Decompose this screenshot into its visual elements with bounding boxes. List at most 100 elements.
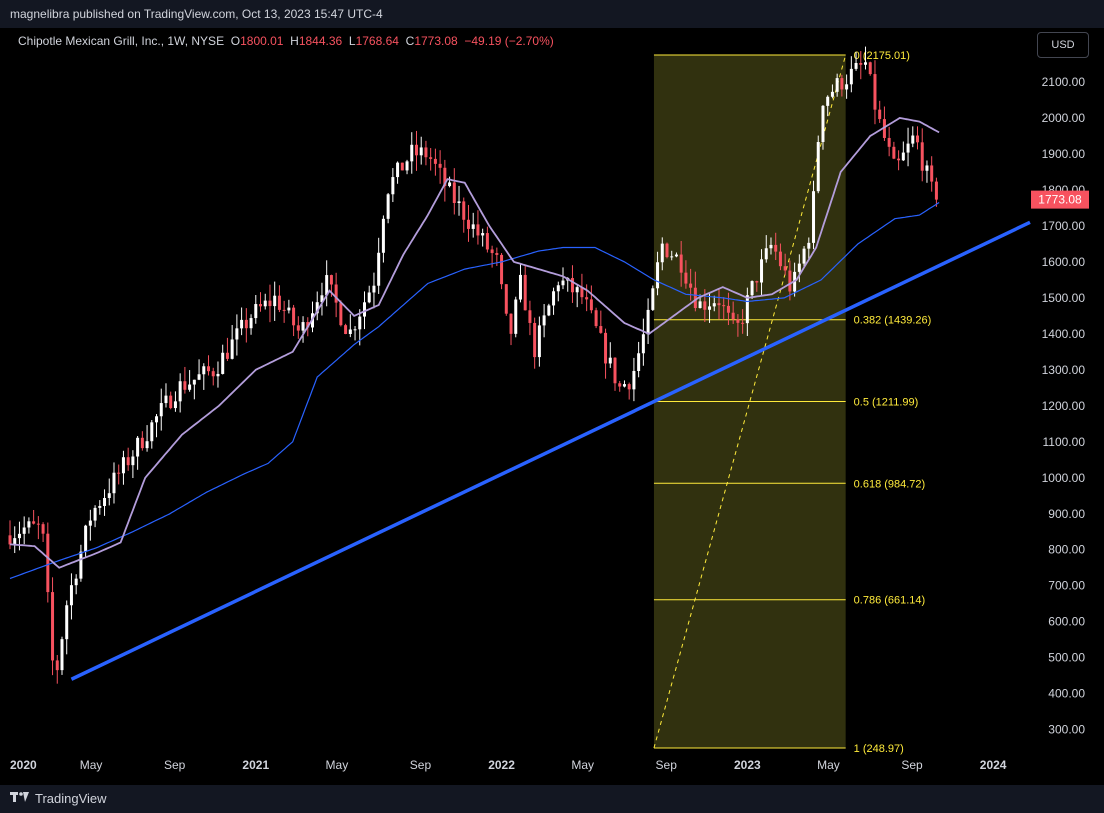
candle-body — [523, 274, 527, 311]
publisher-line: magnelibra published on TradingView.com,… — [10, 7, 383, 21]
y-axis-tick-label: 1200.00 — [1042, 399, 1086, 413]
candle-body — [282, 309, 286, 311]
candle-body — [594, 310, 598, 327]
open-value: 1800.01 — [240, 34, 284, 48]
candle-body — [88, 520, 92, 526]
candle-body — [575, 287, 579, 293]
x-axis-tick-label: Sep — [901, 758, 923, 772]
candle-body — [641, 334, 645, 354]
candle-body — [452, 182, 456, 204]
candle-body — [339, 302, 343, 326]
candle-body — [717, 303, 721, 306]
candle-body — [457, 201, 461, 204]
candle-body — [367, 292, 371, 303]
fib-level-label: 0.786 (661.14) — [854, 595, 926, 607]
candle-body — [930, 165, 934, 182]
candle-body — [277, 295, 281, 310]
candle-body — [84, 525, 88, 552]
candle-body — [51, 592, 55, 661]
candle-body — [476, 224, 480, 236]
currency-button[interactable]: USD — [1037, 32, 1089, 58]
candle-body — [920, 142, 924, 171]
fib-level-label: 0.618 (984.72) — [854, 478, 926, 490]
candle-body — [136, 437, 140, 457]
candle-body — [537, 325, 541, 358]
candle-body — [788, 270, 792, 292]
candle-body — [821, 105, 825, 143]
candle-body — [41, 524, 45, 534]
candle-body — [268, 300, 272, 307]
candle-body — [235, 328, 239, 340]
candle-body — [320, 295, 324, 303]
candle-body — [736, 319, 740, 323]
open-label: O — [230, 34, 241, 48]
symbol-title: Chipotle Mexican Grill, Inc., 1W, NYSE — [18, 34, 225, 48]
candle-body — [140, 437, 144, 449]
candle-body — [244, 319, 248, 329]
x-axis-tick-label: Sep — [410, 758, 432, 772]
bottom-bar: TradingView — [0, 785, 1104, 813]
y-axis-tick-label: 1600.00 — [1042, 255, 1086, 269]
candle-body — [381, 218, 385, 253]
candle-body — [145, 441, 149, 449]
candle-body — [868, 62, 872, 75]
candle-body — [708, 306, 712, 310]
candle-body — [46, 533, 50, 593]
candle-body — [69, 585, 73, 606]
candle-body — [854, 62, 858, 69]
candle-body — [249, 318, 253, 329]
candle-body — [613, 357, 617, 384]
candle-body — [372, 285, 376, 293]
tradingview-logo-icon — [10, 791, 30, 806]
candle-body — [679, 254, 683, 273]
candle-body — [570, 278, 574, 293]
candle-body — [764, 248, 768, 260]
y-axis-tick-label: 2100.00 — [1042, 75, 1086, 89]
candle-body — [188, 384, 192, 390]
candle-body — [882, 119, 886, 138]
candle-body — [646, 309, 650, 335]
candle-body — [585, 297, 589, 300]
candle-body — [807, 242, 811, 249]
candle-body — [887, 137, 891, 147]
chart-plot-area[interactable]: 0 (2175.01) 0.382 (1439.26) 0.5 (1211.99) 0… — [0, 28, 1104, 785]
candle-body — [911, 135, 915, 144]
candle-body — [112, 472, 116, 494]
candle-body — [726, 305, 730, 313]
candle-body — [424, 147, 428, 158]
y-axis-tick-label: 2000.00 — [1042, 111, 1086, 125]
price-chart[interactable]: 0 (2175.01) 0.382 (1439.26) 0.5 (1211.99) 0… — [0, 28, 1104, 785]
candle-body — [665, 243, 669, 258]
candle-body — [892, 146, 896, 159]
candle-body — [632, 370, 636, 390]
candle-body — [221, 352, 225, 374]
candle-body — [315, 302, 319, 314]
candle-body — [197, 374, 201, 380]
y-axis-tick-label: 1900.00 — [1042, 147, 1086, 161]
candle-body — [731, 312, 735, 320]
candle-body — [490, 249, 494, 254]
tradingview-brand[interactable]: TradingView — [10, 791, 107, 806]
candle-body — [55, 660, 59, 671]
candle-body — [443, 167, 447, 187]
candle-body — [32, 521, 36, 524]
candle-body — [608, 357, 612, 364]
candle-body — [604, 332, 608, 364]
candle-body — [348, 329, 352, 335]
x-axis-tick-label: 2020 — [10, 758, 37, 772]
candle-body — [703, 301, 707, 310]
last-price-tag — [1031, 190, 1089, 209]
candle-body — [561, 280, 565, 286]
candle-body — [8, 535, 12, 545]
candle-body — [816, 142, 820, 192]
candle-body — [760, 259, 764, 283]
candle-body — [173, 401, 177, 409]
candle-body — [542, 315, 546, 326]
ascending-trendline — [70, 220, 1031, 681]
candle-body — [835, 78, 839, 92]
candle-body — [637, 353, 641, 371]
candle-body — [547, 305, 551, 316]
close-value: 1773.08 — [414, 34, 458, 48]
candle-body — [79, 551, 83, 579]
candle-body — [693, 287, 697, 309]
